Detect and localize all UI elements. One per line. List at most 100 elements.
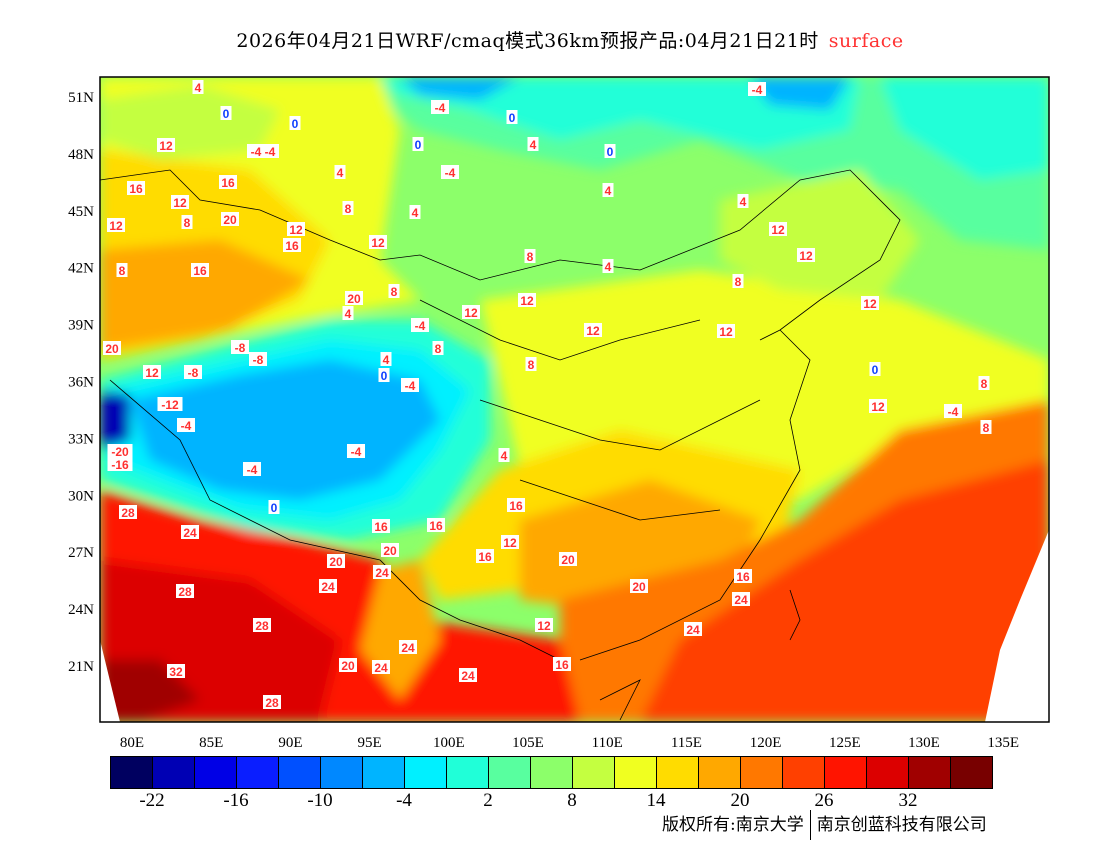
contour-label-box [584,323,602,337]
contour-label: 20 [329,555,343,569]
contour-label: 4 [740,195,747,209]
contour-label-box [978,376,990,390]
contour-label: 4 [605,260,612,274]
contour-label: 24 [374,661,388,675]
contour-label: 4 [195,81,202,95]
contour-label-box [734,569,752,583]
contour-label-box [127,181,145,195]
contour-label: 28 [265,696,279,710]
contour-label: 24 [734,593,748,607]
contour-label-box [737,194,749,208]
colorbar-tick: -16 [223,790,249,811]
colorbar-tick: 14 [646,790,666,811]
lat-label: 48N [68,147,94,163]
contour-label-box [411,318,429,332]
contour-label: 4 [501,449,508,463]
colorbar-tick: 32 [898,790,918,811]
contour-label: 12 [537,619,551,633]
contour-label: 24 [461,669,475,683]
contour-label-box [191,263,209,277]
contour-label-box [107,457,133,471]
contour-label: 8 [435,342,442,356]
contour-label: 8 [735,275,742,289]
contour-label-box [462,305,480,319]
contour-label-box [261,144,279,158]
contour-label: 20 [632,580,646,594]
lat-label: 24N [68,602,94,618]
contour-label: 4 [337,166,344,180]
colorbar-tick: -10 [307,790,333,811]
contour-label: 16 [478,550,492,564]
contour-label: -12 [161,398,179,412]
lat-label: 21N [68,659,94,675]
colorbar-swatch [363,757,405,788]
lat-label: 45N [68,204,94,220]
contour-label-box [334,165,346,179]
contour-label: 12 [863,297,877,311]
contour-label: 32 [169,665,183,679]
contour-label-box [243,462,261,476]
contour-label-box [177,418,195,432]
contour-label-box [506,110,518,124]
contour-label-box [401,378,419,392]
contour-label: 16 [129,182,143,196]
lon-label: 115E [671,735,702,751]
separator [809,810,811,840]
contour-label-box [143,365,161,379]
contour-label: -4 [435,101,446,115]
copyright-university: 版权所有:南京大学 [662,815,804,835]
contour-label: 28 [121,506,135,520]
contour-label: -8 [253,353,264,367]
contour-label: 16 [374,520,388,534]
lon-label: 80E [120,735,144,751]
contour-label-box [247,144,265,158]
contour-label-box [501,535,519,549]
contour-label: 12 [771,223,785,237]
lon-label: 95E [358,735,382,751]
contour-label: 8 [345,202,352,216]
colorbar-swatch [405,757,447,788]
latitude-axis: 51N 48N 45N 42N 39N 36N 33N 30N 27N 24N 21N [68,90,94,675]
contour-label: 12 [503,536,517,550]
contour-label: 4 [412,206,419,220]
contour-label-box [372,519,390,533]
contour-label-box [684,622,702,636]
contour-label-box [327,554,345,568]
contour-label-box [869,399,887,413]
country-borders [100,169,901,721]
title-text: 2026年04月21日WRF/cmaq模式36km预报产品:04月21日21时 [236,30,819,52]
contour-label-box [602,183,614,197]
lon-label: 105E [512,735,544,751]
contour-label-box [604,144,616,158]
contour-label: -4 [445,166,456,180]
contour-label-box [287,222,305,236]
contour-label: 12 [371,236,385,250]
contour-label-box [369,235,387,249]
contour-label-box [342,306,354,320]
colorbar-swatch [867,757,909,788]
colorbar-swatch [699,757,741,788]
contour-label-box [171,195,189,209]
contour-label: 12 [586,324,600,338]
contour-label-box [861,296,879,310]
contour-label-box [119,505,137,519]
contour-label: 4 [345,307,352,321]
contour-label-box [373,565,391,579]
contour-label-box [345,291,363,305]
contour-label-box [221,212,239,226]
colorbar-swatch [111,757,153,788]
copyright-company: 南京创蓝科技有限公司 [816,815,987,835]
contour-label-box [630,579,648,593]
contour-label: -4 [405,379,416,393]
contour-label: 24 [401,641,415,655]
contour-label-box [380,352,392,366]
colorbar-swatch [909,757,951,788]
contour-label-box [427,518,445,532]
contour-label: 20 [223,213,237,227]
contour-label-box [602,259,614,273]
contour-label-box [381,543,399,557]
contour-label: 0 [607,145,614,159]
contour-label: 0 [381,369,388,383]
contour-label: 16 [285,239,299,253]
